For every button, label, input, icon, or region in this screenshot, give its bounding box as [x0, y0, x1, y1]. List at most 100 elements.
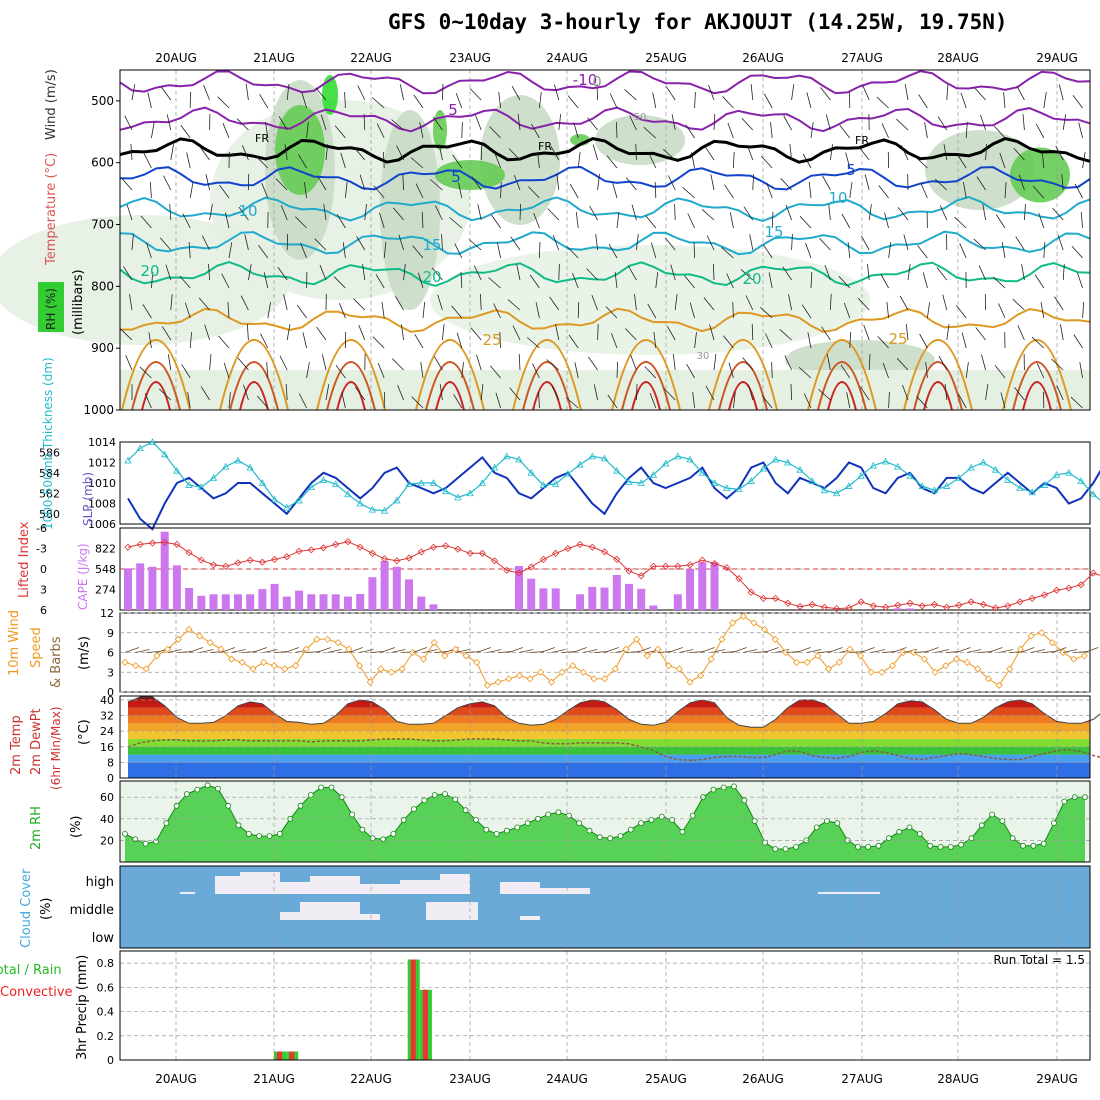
wind-barb	[762, 244, 773, 259]
cape-bar	[673, 594, 682, 610]
wind-barb	[1073, 334, 1083, 349]
wind-barb	[280, 205, 288, 221]
rh-marker	[596, 834, 603, 841]
wind-barb	[456, 332, 463, 349]
wind-barb	[634, 294, 637, 311]
wind-barb	[938, 355, 948, 371]
wind-barb	[742, 357, 754, 371]
wind-barb	[466, 651, 481, 653]
rh-shading	[595, 115, 685, 165]
wind-barb	[167, 649, 182, 653]
slp-marker	[698, 468, 706, 476]
wind-barb	[1030, 649, 1046, 653]
wind-barb	[449, 217, 463, 229]
lifted-index-marker	[283, 553, 291, 561]
cloud-middle-bar	[520, 916, 540, 920]
wind-barb	[344, 91, 346, 109]
cape-bar	[319, 594, 328, 610]
wind-barb	[1003, 92, 1006, 109]
cape-bar	[392, 566, 401, 610]
wind-barb	[555, 324, 560, 341]
wind-barb	[340, 152, 346, 169]
wind-barb	[700, 647, 715, 653]
wind-speed-marker	[579, 668, 587, 676]
cloud-level-label: low	[92, 931, 115, 946]
lifted-index-marker	[417, 548, 425, 556]
lifted-index-marker	[454, 545, 462, 553]
slp-marker	[124, 456, 132, 464]
date-label-top: 22AUG	[350, 51, 392, 65]
cape-bar	[172, 565, 181, 610]
lifted-index-marker	[759, 594, 767, 602]
wind-speed-marker	[675, 665, 683, 673]
wind-barb	[1062, 114, 1067, 131]
wind-barb	[988, 647, 1003, 653]
wind-barb	[597, 174, 600, 191]
rh-marker	[349, 811, 356, 818]
wind-barb	[943, 144, 948, 161]
wind-barb	[263, 649, 278, 653]
wind-barb	[437, 294, 443, 311]
wind-barb	[1057, 234, 1064, 251]
wind-barb	[203, 85, 210, 101]
wind-barb	[383, 151, 385, 169]
cloud-high-bar	[360, 884, 400, 894]
lifted-index-marker	[637, 572, 645, 580]
wind-barb	[494, 152, 501, 169]
rh-marker	[865, 844, 872, 850]
wind-barb	[937, 116, 948, 131]
wind-barb	[434, 651, 449, 653]
wind-barb	[489, 126, 501, 139]
rh-tick-label: 60	[100, 791, 114, 804]
temp-tick-label: 32	[100, 710, 114, 723]
wind-barb	[451, 305, 463, 319]
li-tick-label: 6	[40, 604, 47, 617]
lifted-index-marker	[796, 603, 804, 611]
wind-barb	[433, 356, 443, 371]
wind-barb	[209, 204, 213, 221]
lifted-index-marker	[698, 556, 706, 564]
wind-barb	[706, 235, 715, 251]
wind-barb	[1012, 298, 1025, 311]
wind-barb	[283, 294, 288, 311]
wind-barb	[674, 203, 676, 221]
cape-bar	[893, 608, 902, 610]
date-label-bottom: 20AUG	[155, 1072, 197, 1086]
cape-bar	[417, 596, 426, 610]
wind-barb	[826, 354, 831, 371]
wind-barb	[957, 154, 967, 169]
wind-barb	[342, 242, 346, 259]
lifted-index-marker	[857, 598, 865, 606]
wind-barb	[572, 647, 587, 653]
wind-barb	[974, 87, 986, 101]
wind-barb	[461, 121, 463, 139]
wind-barb	[222, 123, 230, 139]
wind-barb	[771, 211, 774, 229]
slp-marker	[857, 471, 865, 479]
lifted-index-marker	[161, 538, 169, 546]
precip-convective-bar	[289, 1051, 295, 1060]
date-label-bottom: 27AUG	[841, 1072, 883, 1086]
slp-marker	[1016, 484, 1024, 492]
rh-marker	[214, 785, 221, 792]
cape-bar	[368, 577, 377, 610]
wind-barb	[1000, 392, 1006, 409]
lifted-index-marker	[307, 546, 315, 554]
wind-barb	[631, 204, 637, 221]
wind-barb	[624, 89, 637, 101]
wind-speed-marker	[878, 668, 886, 676]
contour-label: 20	[140, 262, 159, 280]
lifted-index-marker	[124, 543, 132, 551]
ylabel-wind10m: 10m Wind	[7, 610, 22, 676]
rh-shading	[925, 130, 1035, 210]
wind-barb	[679, 649, 694, 653]
wind-barb	[871, 649, 886, 653]
wind-speed-marker	[910, 648, 918, 657]
slp-marker	[710, 479, 719, 486]
wind-barb	[339, 303, 346, 319]
wind-barb	[556, 174, 560, 191]
surface-isotherm	[229, 361, 279, 411]
wind-barb	[830, 144, 833, 161]
rh-marker	[183, 791, 190, 797]
wind-barb	[398, 234, 404, 251]
